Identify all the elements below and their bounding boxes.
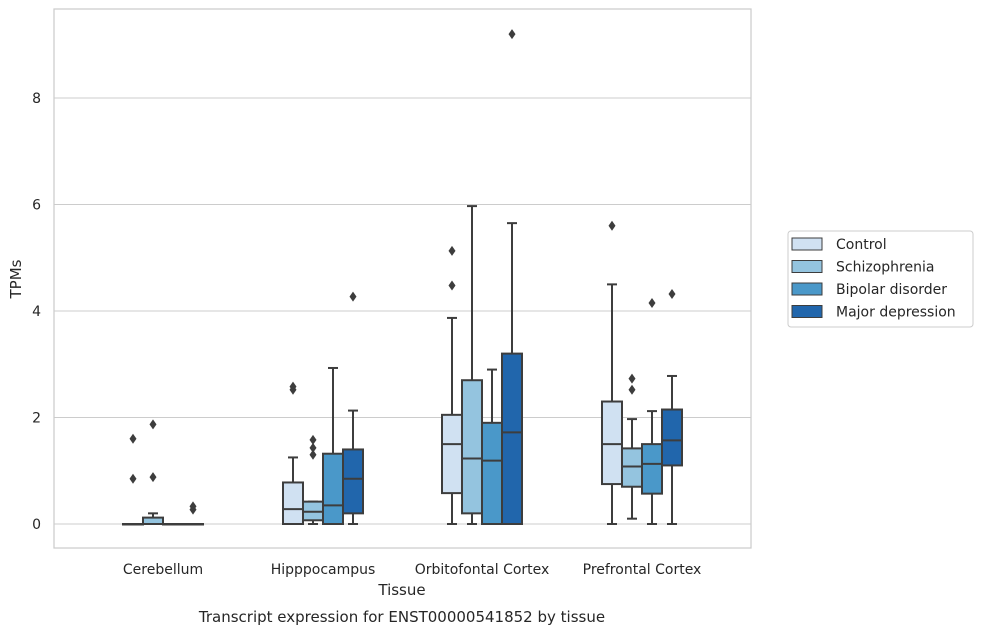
box	[661, 288, 683, 525]
outlier-point	[668, 288, 676, 299]
box-body	[601, 400, 623, 486]
x-tick-labels: Cerebellum Hipppocampus Orbitofontal Corte…	[123, 562, 701, 578]
outlier-point	[648, 298, 656, 309]
outlier-point	[309, 442, 317, 453]
x-tick-label: Orbitofontal Cortex	[415, 562, 550, 578]
legend: Control Schizophrenia Bipolar disorder Majo…	[787, 230, 974, 328]
y-axis-label: TPMs	[7, 259, 25, 299]
legend-swatch	[791, 282, 823, 296]
box-body	[501, 352, 523, 525]
box	[162, 523, 184, 526]
box-body	[461, 379, 483, 515]
y-tick-label: 4	[32, 304, 41, 320]
outlier-point	[129, 433, 137, 444]
outlier-point	[189, 501, 197, 512]
legend-swatch	[791, 260, 823, 273]
box	[142, 419, 164, 525]
plot-frame	[53, 8, 752, 549]
outlier-point	[508, 29, 516, 40]
box	[302, 434, 324, 525]
outlier-point	[149, 472, 157, 483]
legend-label: Schizophrenia	[836, 260, 934, 276]
box	[621, 373, 643, 520]
x-tick-label: Prefrontal Cortex	[583, 562, 702, 578]
outlier-point	[628, 373, 636, 384]
y-tick-label: 0	[32, 517, 41, 533]
outlier-point	[309, 449, 317, 460]
y-tick-label: 6	[32, 198, 41, 214]
y-tick-label: 8	[32, 91, 41, 107]
legend-frame	[787, 230, 974, 328]
outlier-point	[289, 381, 297, 392]
box	[282, 381, 304, 525]
box-body	[621, 447, 643, 488]
x-axis-label: Tissue	[377, 581, 425, 599]
outlier-point	[309, 434, 317, 445]
box-series	[122, 29, 683, 526]
box-body	[342, 448, 364, 515]
box-body	[481, 421, 503, 526]
outlier-point	[149, 419, 157, 430]
legend-label: Major depression	[836, 305, 956, 321]
legend-label: Bipolar disorder	[836, 282, 947, 298]
chart-caption: Transcript expression for ENST0000054185…	[198, 608, 605, 626]
y-tick-labels: 0 2 4 6 8	[32, 91, 41, 533]
outlier-point	[349, 291, 357, 302]
x-tick-label: Cerebellum	[123, 562, 203, 578]
box	[122, 433, 144, 526]
box	[501, 29, 523, 525]
box-body	[641, 443, 663, 495]
legend-swatch	[791, 305, 823, 318]
box	[182, 501, 204, 526]
box-body	[322, 452, 344, 525]
box	[601, 220, 623, 525]
outlier-point	[628, 384, 636, 395]
box-body	[441, 413, 463, 495]
box-body	[661, 408, 683, 467]
outlier-point	[448, 280, 456, 291]
box	[342, 291, 364, 525]
box-body	[282, 481, 304, 525]
outlier-point	[129, 473, 137, 484]
box	[641, 298, 663, 525]
legend-swatch	[791, 237, 823, 251]
y-tick-label: 2	[32, 411, 41, 427]
x-tick-label: Hipppocampus	[271, 562, 376, 578]
outlier-point	[448, 245, 456, 256]
legend-label: Control	[836, 237, 887, 253]
outlier-point	[608, 220, 616, 231]
